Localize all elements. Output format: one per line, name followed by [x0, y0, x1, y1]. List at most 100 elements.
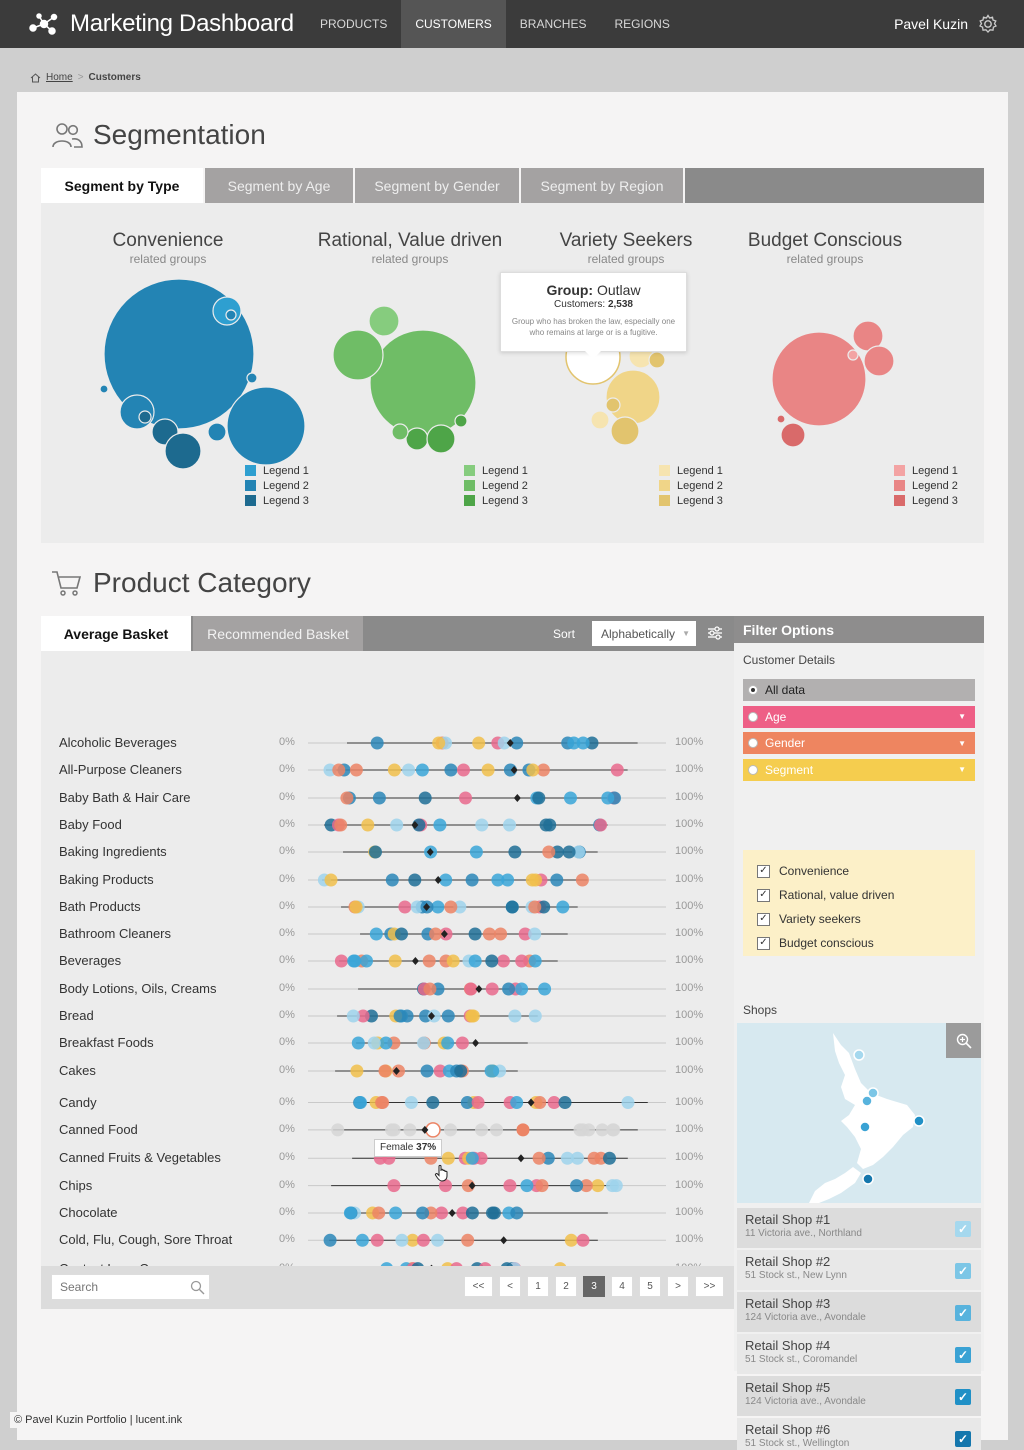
product-dot[interactable] [415, 763, 429, 777]
segment-bubble[interactable] [226, 386, 306, 466]
brand[interactable]: Marketing Dashboard [28, 10, 294, 38]
product-dot[interactable] [468, 927, 482, 941]
product-dot[interactable] [486, 1064, 500, 1078]
product-row-label[interactable]: Beverages [59, 953, 122, 968]
checkbox-checked-icon[interactable]: ✓ [757, 864, 770, 878]
product-row-label[interactable]: Canned Fruits & Vegetables [59, 1150, 221, 1166]
product-dot[interactable] [576, 1233, 590, 1247]
product-row-label[interactable]: Cold, Flu, Cough, Sore Throat [59, 1232, 233, 1248]
segment-bubble[interactable] [212, 296, 242, 326]
product-dot[interactable] [529, 873, 543, 887]
segment-bubble[interactable] [847, 349, 859, 361]
product-dot[interactable] [503, 818, 516, 832]
product-dot[interactable] [432, 736, 446, 750]
tab-segment-by-age[interactable]: Segment by Age [205, 168, 355, 203]
product-dot[interactable] [575, 873, 589, 887]
product-dot[interactable] [387, 763, 401, 777]
product-dot[interactable] [515, 954, 529, 968]
product-dot[interactable] [370, 736, 384, 750]
user-name[interactable]: Pavel Kuzin [894, 16, 968, 32]
shop-checkbox[interactable]: ✓ [955, 1263, 971, 1279]
product-dot[interactable] [398, 900, 412, 914]
product-dot[interactable] [459, 791, 472, 805]
product-row-label[interactable]: Bath Products [59, 899, 141, 914]
product-dot[interactable] [388, 954, 402, 968]
product-dot[interactable] [323, 1233, 337, 1247]
page-button[interactable]: 4 [611, 1276, 633, 1297]
product-dot[interactable] [585, 736, 599, 750]
product-row-label[interactable]: Candy [59, 1094, 97, 1110]
product-dot[interactable] [380, 1262, 393, 1266]
product-dot[interactable] [372, 791, 386, 805]
product-dot[interactable] [355, 1233, 369, 1247]
product-row-label[interactable]: Bathroom Cleaners [59, 926, 171, 941]
checkbox-checked-icon[interactable]: ✓ [757, 936, 770, 950]
product-dot[interactable] [369, 845, 382, 859]
shop-checkbox[interactable]: ✓ [955, 1431, 971, 1447]
product-dot[interactable] [460, 1096, 474, 1110]
product-dot[interactable] [417, 1036, 431, 1050]
product-row-label[interactable]: Bread [59, 1008, 94, 1023]
product-dot[interactable] [468, 954, 482, 968]
product-dot[interactable] [536, 763, 550, 777]
product-dot[interactable] [348, 954, 362, 968]
product-dot[interactable] [406, 1233, 420, 1247]
shop-checkbox[interactable]: ✓ [955, 1347, 971, 1363]
segment-bubble[interactable] [225, 309, 237, 321]
segment-bubble[interactable] [426, 424, 456, 454]
product-dot[interactable] [490, 1123, 503, 1137]
page-button[interactable]: > [667, 1276, 689, 1297]
tab-recommended-basket[interactable]: Recommended Basket [193, 616, 363, 651]
product-dot[interactable] [501, 1262, 514, 1266]
product-dot[interactable] [508, 845, 522, 859]
segment-bubble[interactable] [648, 351, 666, 369]
product-dot[interactable] [331, 1123, 345, 1137]
nav-item-customers[interactable]: CUSTOMERS [401, 0, 506, 48]
product-dot[interactable] [450, 1262, 463, 1266]
product-dot[interactable] [479, 1262, 492, 1266]
segment-checkbox-row[interactable]: ✓ Budget conscious [757, 936, 874, 950]
product-dot[interactable] [535, 1179, 549, 1193]
product-dot[interactable] [378, 1064, 392, 1078]
product-dot[interactable] [510, 1206, 524, 1220]
product-dot[interactable] [481, 763, 495, 777]
filter-option-gender[interactable]: Gender ▼ [743, 732, 975, 754]
product-dot[interactable] [508, 1009, 522, 1023]
page-button[interactable]: 2 [555, 1276, 577, 1297]
product-dot[interactable] [556, 900, 570, 914]
product-dot[interactable] [403, 1123, 417, 1137]
product-dot[interactable] [379, 1036, 393, 1050]
product-dot[interactable] [607, 1123, 621, 1137]
product-dot[interactable] [372, 1206, 386, 1220]
product-dot[interactable] [435, 1206, 448, 1220]
product-dot[interactable] [346, 1009, 360, 1023]
product-dot[interactable] [433, 818, 447, 832]
product-dot[interactable] [471, 1096, 485, 1110]
product-dot[interactable] [429, 927, 443, 941]
product-dot[interactable] [444, 763, 458, 777]
segment-bubble[interactable] [605, 397, 621, 413]
product-row-label[interactable]: Chips [59, 1177, 93, 1193]
product-dot[interactable] [349, 900, 363, 914]
page-button[interactable]: << [464, 1276, 493, 1297]
product-dot[interactable] [431, 900, 445, 914]
filter-option-age[interactable]: Age ▼ [743, 705, 975, 728]
product-dot[interactable] [416, 1206, 430, 1220]
segment-bubble[interactable] [368, 305, 400, 337]
product-dot[interactable] [350, 1064, 364, 1078]
product-dot[interactable] [453, 900, 467, 914]
shop-list-item[interactable]: Retail Shop #5 124 Victoria ave., Avondal… [737, 1376, 981, 1416]
tab-average-basket[interactable]: Average Basket [41, 616, 191, 651]
product-dot[interactable] [461, 1233, 475, 1247]
product-dot[interactable] [418, 791, 432, 805]
product-row-label[interactable]: Baking Ingredients [59, 844, 167, 859]
breadcrumb-home-link[interactable]: Home [46, 72, 73, 83]
shop-checkbox[interactable]: ✓ [955, 1221, 971, 1237]
product-dot[interactable] [354, 1096, 367, 1110]
product-dot[interactable] [621, 1096, 635, 1110]
product-dot[interactable] [526, 763, 540, 777]
segment-bubble[interactable] [610, 416, 640, 446]
zoom-button[interactable] [946, 1023, 981, 1058]
segment-bubble[interactable] [332, 329, 384, 381]
segment-checkbox-row[interactable]: ✓ Variety seekers [757, 912, 861, 926]
